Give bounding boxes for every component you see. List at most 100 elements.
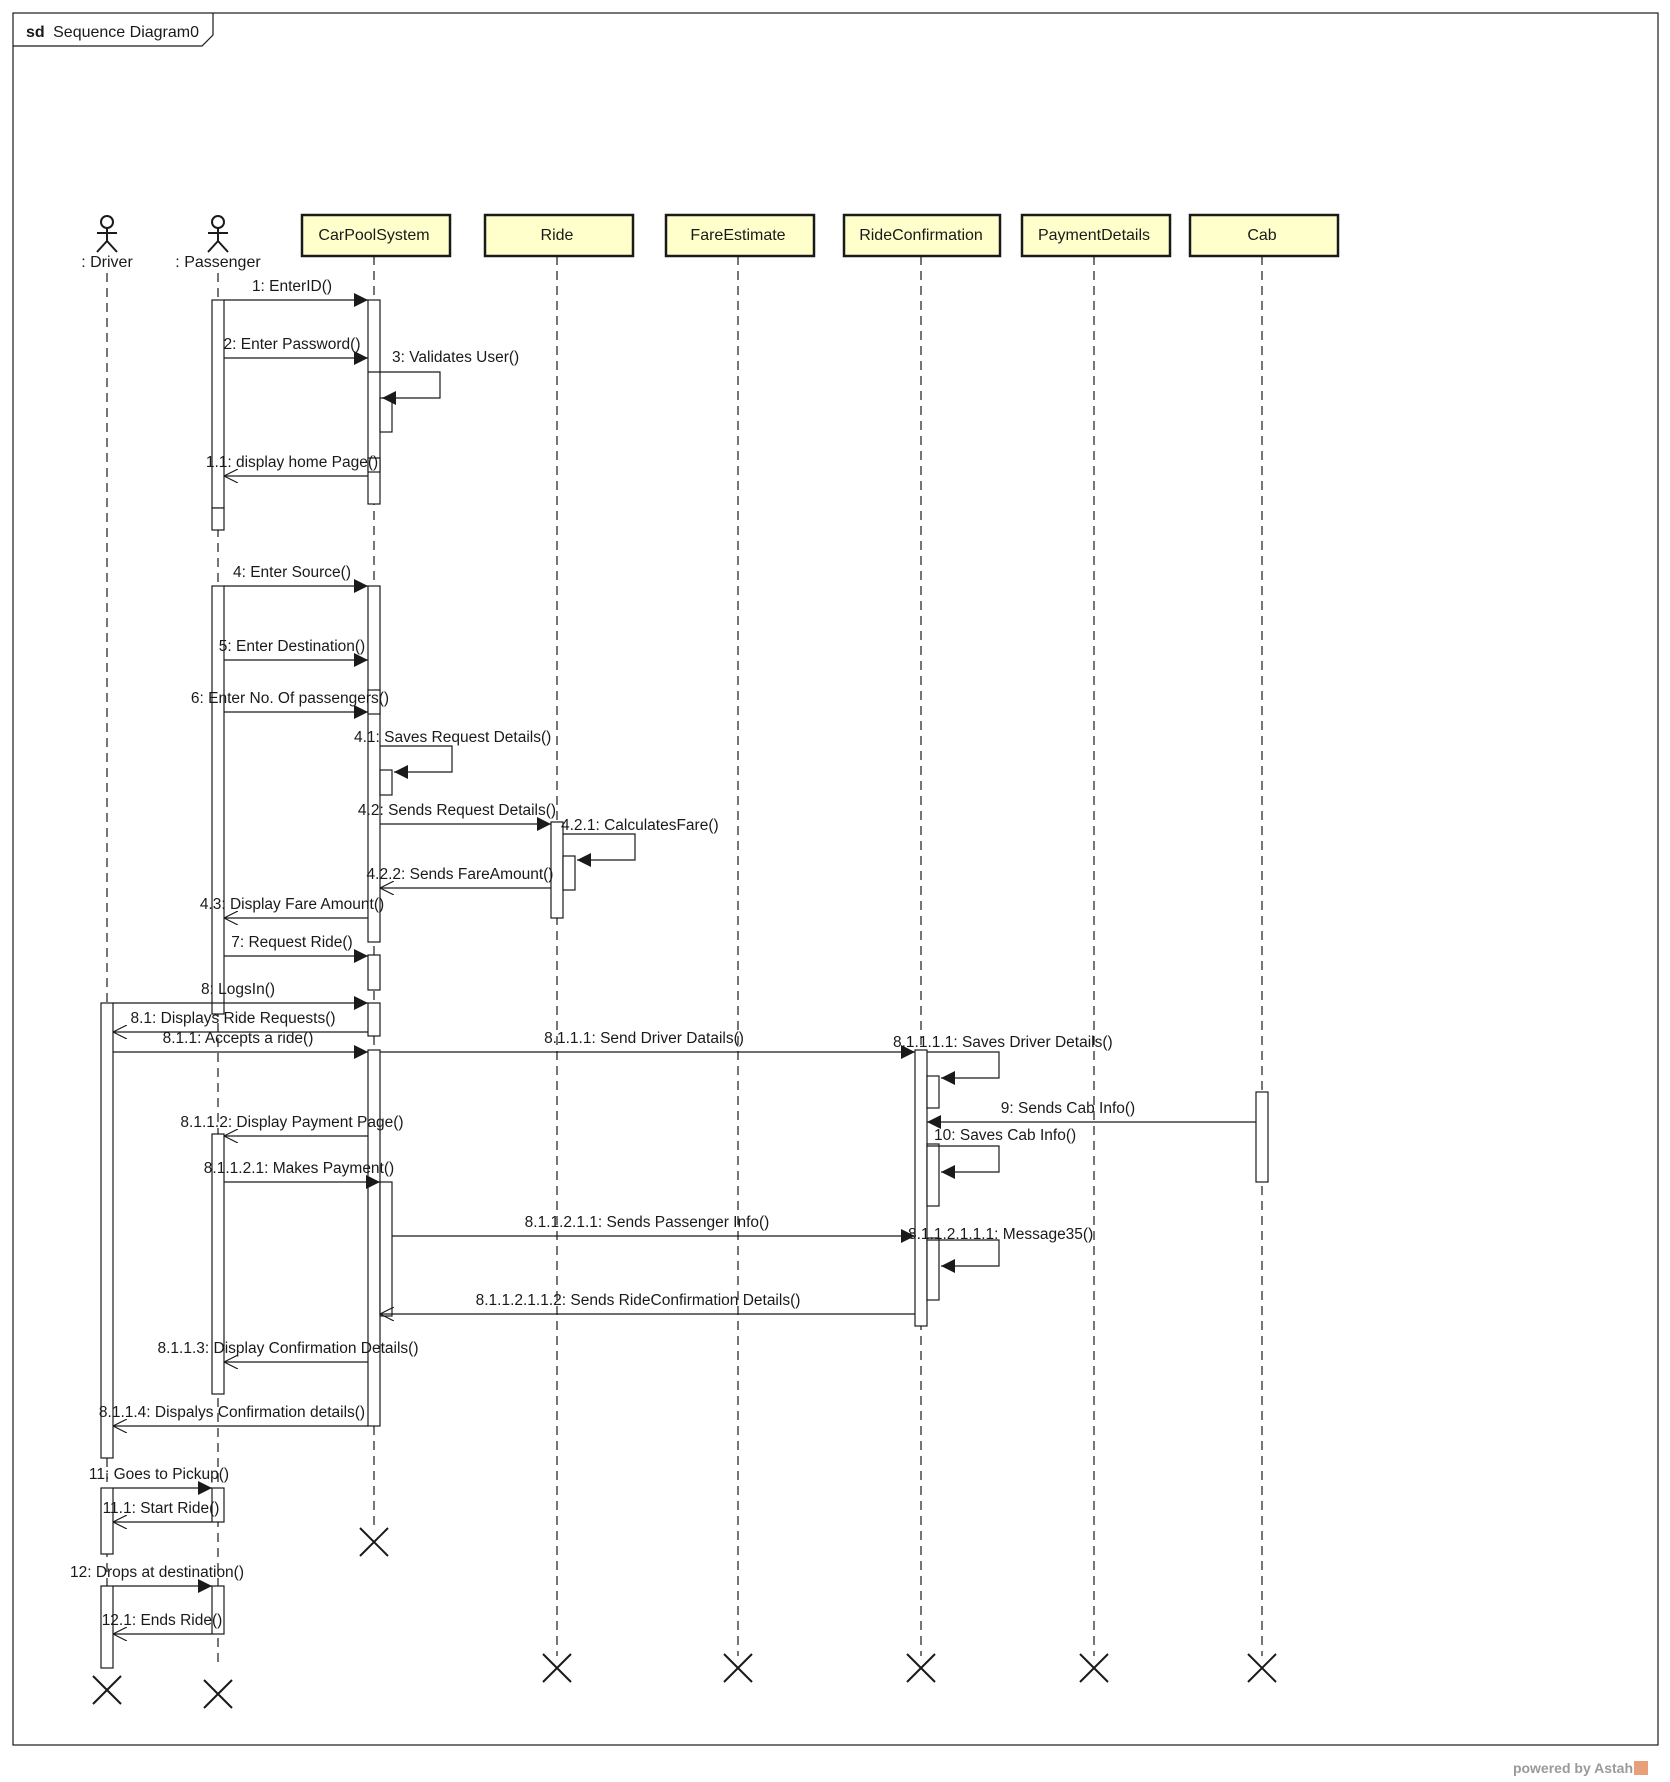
activation-bar-ride [562,855,576,891]
message-label: 8.1.1.4: Dispalys Confirmation details() [99,1404,365,1421]
message-label: 8.1.1.2: Display Payment Page() [180,1114,403,1131]
activation-bar-carpool [379,397,393,433]
message-29: 11.1: Start Ride() [103,1500,220,1522]
object-box [1188,213,1340,258]
destroy-mark-carpool [359,1527,389,1557]
message-4: 1.1: display home Page() [206,454,378,476]
self-message-arrow [927,1051,1000,1085]
message-label: 4.2.1: CalculatesFare() [561,817,719,834]
message-5: 4: Enter Source() [224,564,368,593]
destroy-mark-driver [92,1675,122,1705]
destroy-mark-passenger [203,1679,233,1709]
message-label: 8.1.1.3: Display Confirmation Details() [157,1340,418,1357]
destroy-mark-payment [1079,1653,1109,1683]
message-label: 4: Enter Source() [233,564,351,581]
activation-bar-carpool [379,1181,393,1317]
activation-bar-rideconf [926,1237,940,1301]
message-label: 8: LogsIn() [201,981,275,998]
message-label: 4.3: Display Fare Amount() [200,896,384,913]
destroy-mark-rideconf [906,1653,936,1683]
message-13: 7: Request Ride() [224,934,368,963]
message-label: 4.2.2: Sends FareAmount() [367,866,554,883]
message-11: 4.2.2: Sends FareAmount() [367,866,554,888]
self-message-arrow [368,371,441,405]
message-label: 12: Drops at destination() [70,1564,244,1581]
message-12: 4.3: Display Fare Amount() [200,896,384,918]
astah-logo-icon [1634,1761,1648,1775]
activation-bar-passenger [211,1133,225,1395]
message-label: 11: Goes to Pickup() [89,1466,229,1483]
object-box [664,213,816,258]
self-message-arrow [927,1145,1000,1179]
messages: 1: EnterID() 2: Enter Password() 3: Valida… [70,278,1256,1634]
activation-bar-passenger [211,299,225,509]
activation-bar-carpool [367,457,381,473]
self-message-arrow [380,745,453,779]
message-6: 5: Enter Destination() [219,638,368,667]
message-label: 8.1.1.2.1.1.2: Sends RideConfirmation De… [476,1292,801,1309]
activation-bar-driver [100,1487,114,1555]
activation-bar-cab [1255,1091,1269,1183]
message-28: 11: Goes to Pickup() [89,1466,229,1495]
lifeline-label: Ride [541,227,574,244]
actor-icon [96,215,118,253]
message-18: 8.1.1.1.1: Saves Driver Details() [893,1034,1113,1085]
message-7: 6: Enter No. Of passengers() [191,690,389,719]
message-23: 8.1.1.2.1.1: Sends Passenger Info() [392,1214,915,1243]
message-27: 8.1.1.4: Dispalys Confirmation details() [99,1404,368,1426]
activation-bar-rideconf [914,1049,928,1327]
self-message-arrow [563,833,636,867]
message-label: 2: Enter Password() [224,336,361,353]
footer-text: powered by Astah [1512,1760,1633,1776]
lifeline-label: : Driver [81,254,133,271]
message-label: 8.1.1.2.1.1: Sends Passenger Info() [525,1214,770,1231]
message-8: 4.1: Saves Request Details() [354,729,551,779]
message-25: 8.1.1.2.1.1.2: Sends RideConfirmation De… [380,1292,915,1314]
message-label: 6: Enter No. Of passengers() [191,690,389,707]
message-label: 8.1.1: Accepts a ride() [163,1030,314,1047]
frame-keyword: sd [26,24,45,41]
message-label: 11.1: Start Ride() [103,1500,220,1517]
activation-bar-carpool [367,954,381,991]
lifeline-label: FareEstimate [690,227,785,244]
message-label: 1.1: display home Page() [206,454,378,471]
lifeline-label: Cab [1247,227,1276,244]
lifeline-label: RideConfirmation [859,227,983,244]
message-label: 8.1.1.2.1: Makes Payment() [204,1160,394,1177]
diagram-frame: sd Sequence Diagram0 [12,12,1659,1746]
actor-icon [207,215,229,253]
activation-bar-carpool [379,769,393,796]
message-label: 9: Sends Cab Info() [1001,1100,1135,1117]
message-label: 7: Request Ride() [231,934,352,951]
lifeline-label: : Passenger [175,254,261,271]
powered-by-footer: powered by Astah [1513,1760,1648,1776]
lifeline-label: PaymentDetails [1038,227,1150,244]
activation-bar-rideconf [926,1075,940,1109]
message-30: 12: Drops at destination() [70,1564,244,1593]
message-label: 4.1: Saves Request Details() [354,729,551,746]
lifeline-ride: Ride [483,213,635,1656]
message-19: 9: Sends Cab Info() [927,1100,1256,1129]
activation-bar-passenger [211,1487,225,1523]
destruction-marks [92,1527,1277,1709]
svg-text:sd Sequence Diagram0: sd Sequence Diagram0 [26,24,199,41]
lifeline-label: CarPoolSystem [318,227,429,244]
message-10: 4.2.1: CalculatesFare() [561,817,719,867]
lifeline-fare: FareEstimate [664,213,816,1656]
object-box [1020,213,1172,258]
destroy-mark-cab [1247,1653,1277,1683]
destroy-mark-fare [723,1653,753,1683]
lifeline-payment: PaymentDetails [1020,213,1172,1656]
self-message-arrow [927,1239,1000,1273]
lifelines: : Driver : Passenger CarPoolSystem Ride Fare… [81,213,1340,1664]
lifeline-rideconf: RideConfirmation [842,213,1002,1656]
message-2: 2: Enter Password() [224,336,368,365]
lifeline-cab: Cab [1188,213,1340,1656]
message-31: 12.1: Ends Ride() [102,1612,222,1634]
activation-bar-carpool [367,689,381,715]
frame-title: Sequence Diagram0 [53,24,199,41]
activation-bar-carpool [367,1002,381,1037]
activation-bar-carpool [367,585,381,943]
message-label: 10: Saves Cab Info() [934,1127,1076,1144]
